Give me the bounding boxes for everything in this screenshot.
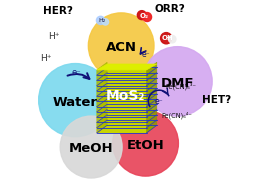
Polygon shape [97,88,157,96]
Text: H₂: H₂ [98,18,106,23]
Text: DMF: DMF [161,77,194,90]
Polygon shape [97,67,157,75]
Circle shape [88,13,154,79]
Text: O₂: O₂ [139,13,149,19]
Text: HET?: HET? [202,95,231,105]
Polygon shape [97,109,157,117]
Text: H⁺: H⁺ [48,32,59,41]
Polygon shape [146,62,157,133]
Polygon shape [97,78,157,86]
Polygon shape [97,104,157,112]
Circle shape [97,16,105,25]
Circle shape [169,35,176,43]
Polygon shape [97,64,157,70]
Circle shape [137,11,146,20]
Text: e⁻: e⁻ [154,97,163,106]
Circle shape [143,12,151,22]
Polygon shape [97,62,107,133]
Polygon shape [97,125,157,133]
Text: ORR?: ORR? [154,4,185,13]
Text: Water: Water [53,95,98,108]
Polygon shape [97,83,157,91]
Polygon shape [97,120,157,128]
Text: e⁻: e⁻ [71,68,81,77]
Text: Fe(CN)₆⁴⁻: Fe(CN)₆⁴⁻ [161,111,193,119]
Text: MeOH: MeOH [69,142,113,155]
Text: Fe(CN)₆³⁻: Fe(CN)₆³⁻ [165,82,196,90]
Polygon shape [97,94,157,101]
Circle shape [113,110,178,176]
Text: OH: OH [161,35,173,41]
Text: e⁻: e⁻ [142,50,150,59]
Text: H⁺: H⁺ [41,54,52,63]
Circle shape [143,47,212,116]
Text: HER?: HER? [43,6,73,16]
Text: ACN: ACN [106,41,137,54]
Polygon shape [97,73,157,81]
Text: MoS₂: MoS₂ [106,89,145,103]
Circle shape [102,19,109,25]
Polygon shape [97,115,157,122]
Text: EtOH: EtOH [127,139,164,152]
Circle shape [60,116,122,178]
Circle shape [161,33,172,44]
Circle shape [39,64,112,137]
Polygon shape [97,99,157,107]
